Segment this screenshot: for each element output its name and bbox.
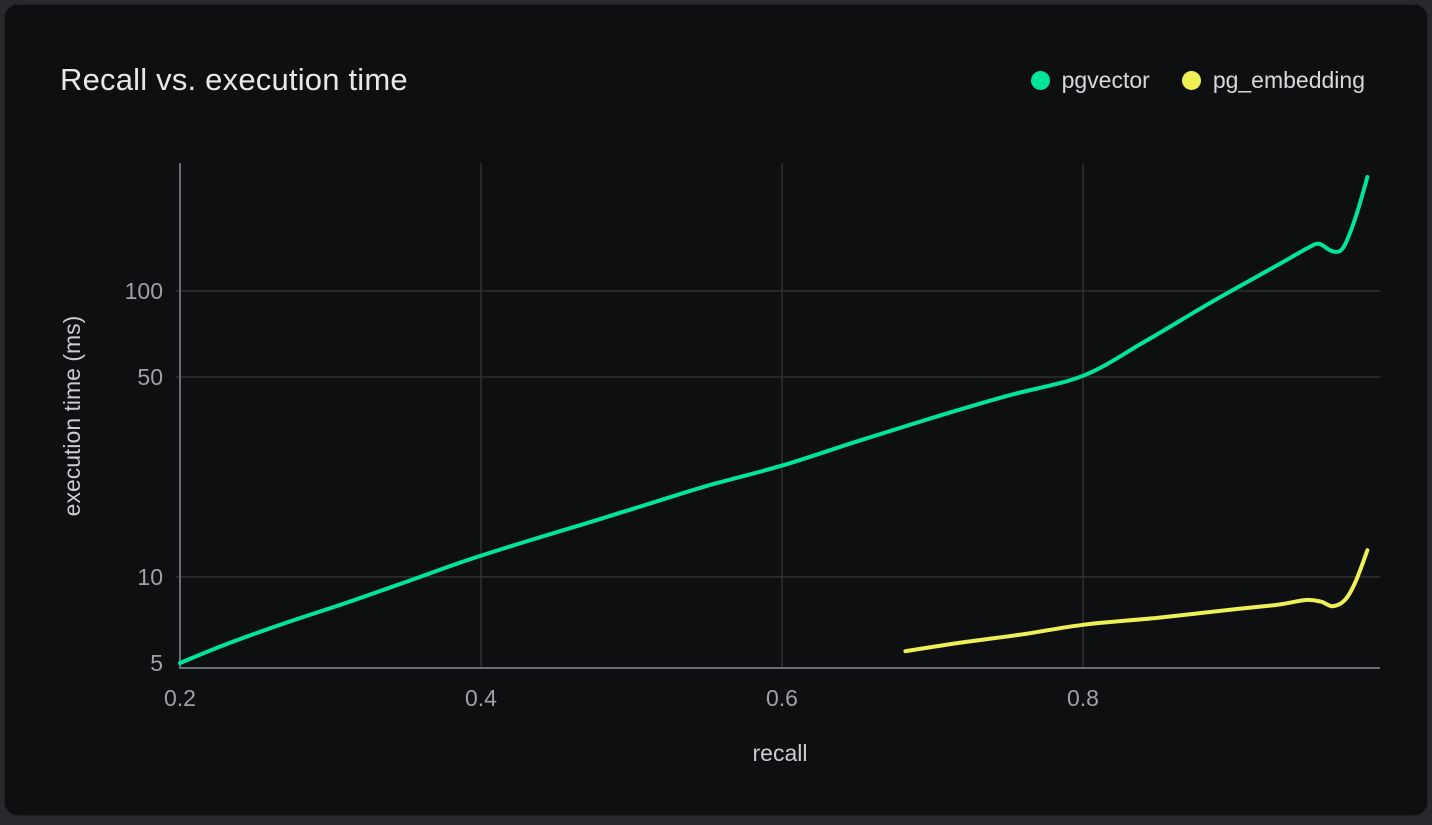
y-tick-label: 100 (125, 278, 163, 304)
chart-plot: 0.2 0.4 0.6 0.8 5 10 50 100 recall execution time… (5, 5, 1432, 825)
x-tick-label: 0.4 (465, 685, 497, 711)
x-tick-label: 0.6 (766, 685, 798, 711)
y-tick-label: 50 (137, 364, 163, 390)
series-line-pg_embedding (905, 550, 1367, 651)
x-tick-label: 0.2 (164, 685, 196, 711)
y-tick-label: 10 (137, 564, 163, 590)
x-axis-title: recall (753, 740, 808, 766)
y-axis-title: execution time (ms) (59, 316, 85, 517)
x-tick-label: 0.8 (1067, 685, 1099, 711)
series-line-pgvector (180, 177, 1367, 663)
y-tick-label: 5 (150, 650, 163, 676)
